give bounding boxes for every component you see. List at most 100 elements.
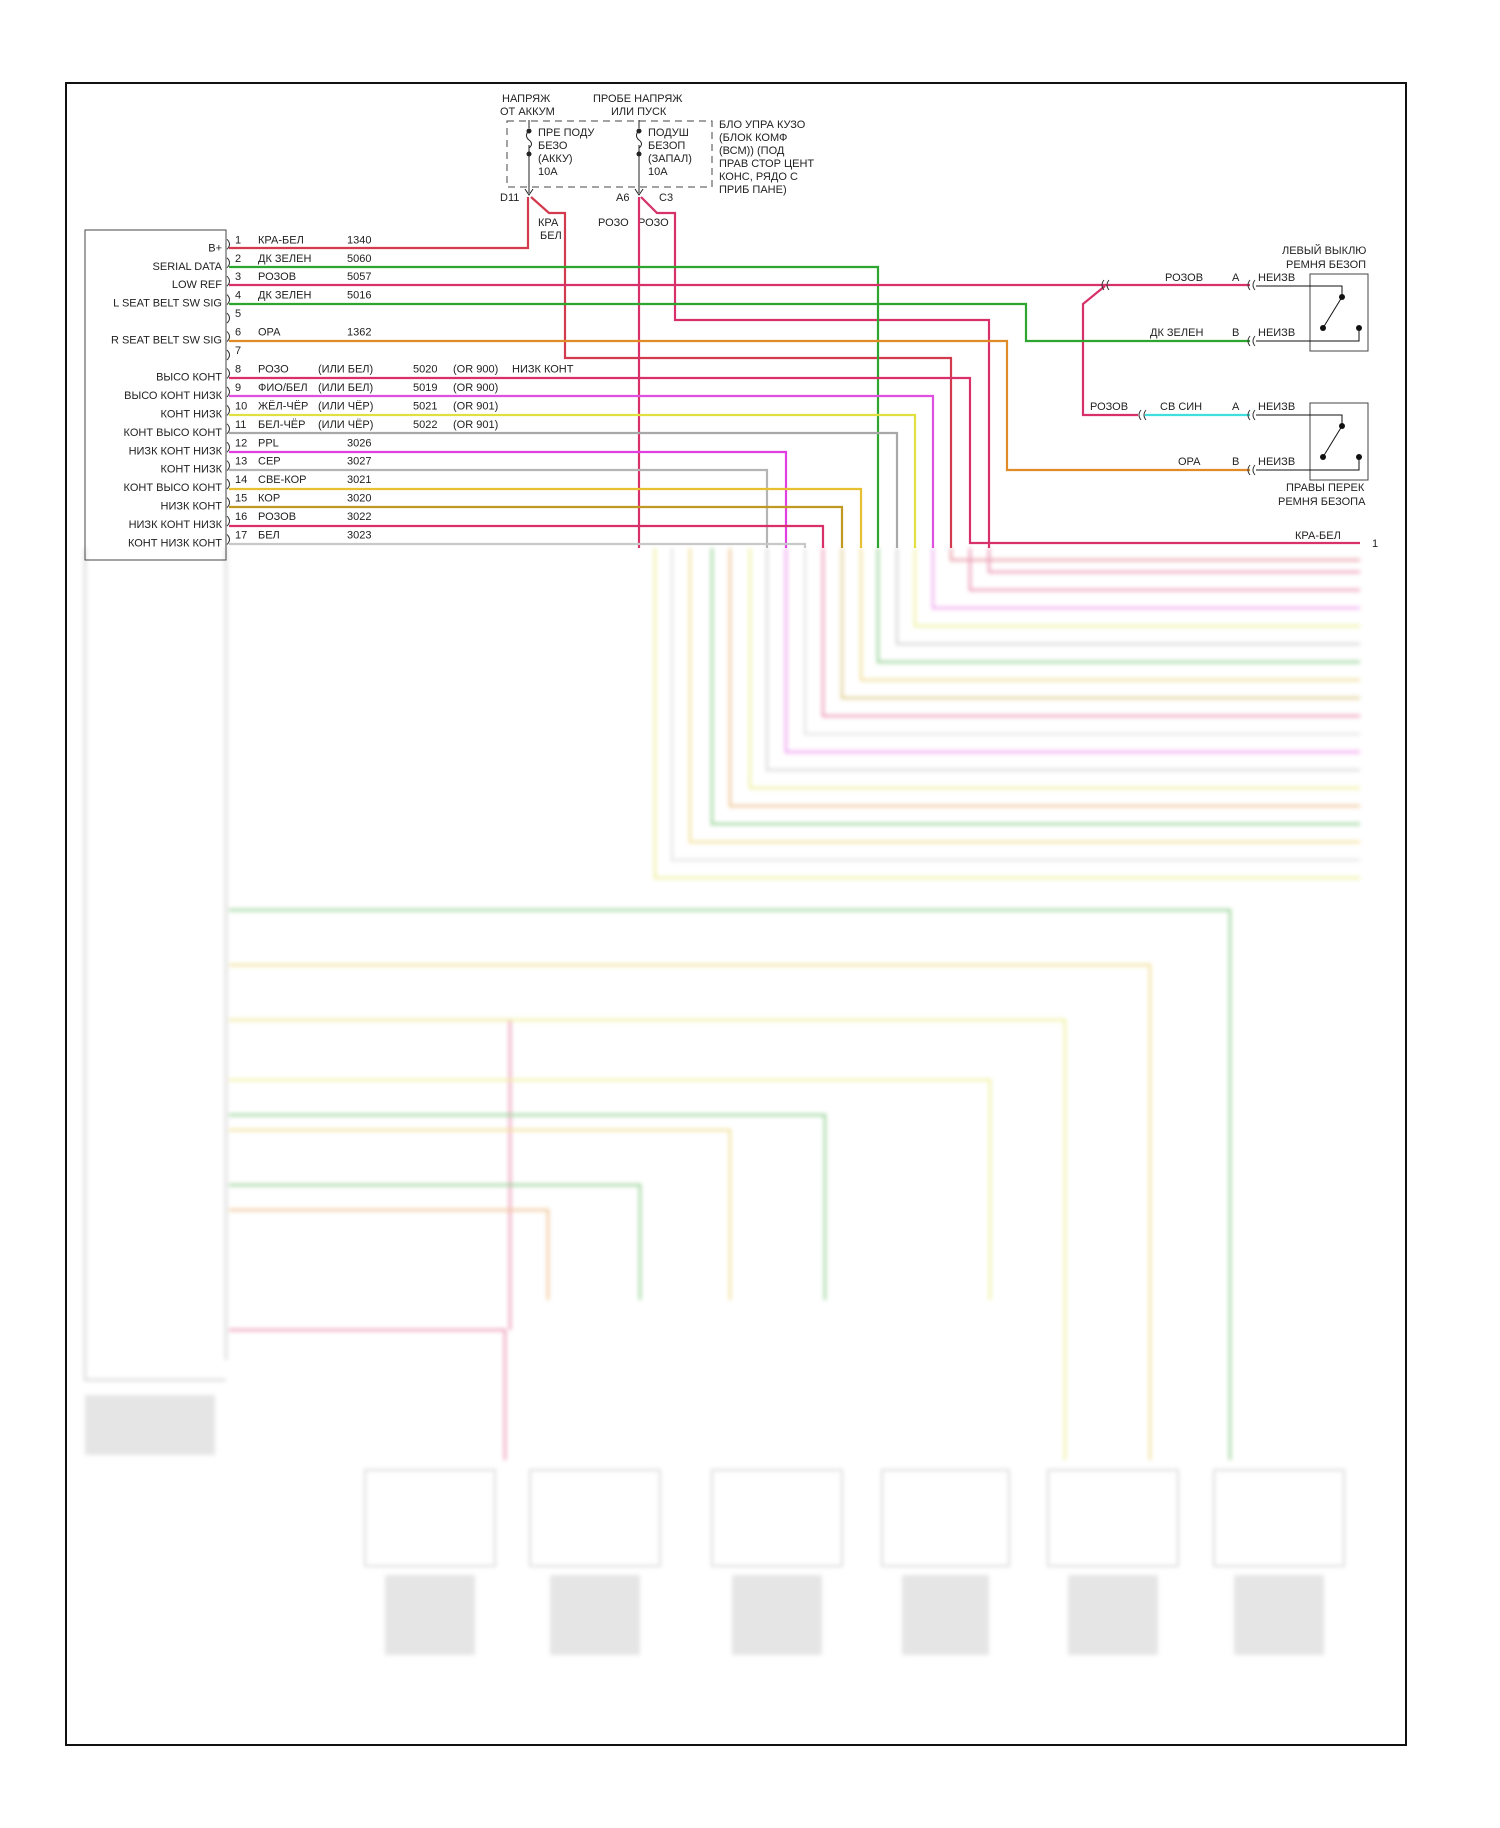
component-box — [529, 1469, 661, 1567]
circuit-number: 5022 — [413, 419, 437, 431]
fuse1-label: БЕЗО — [538, 140, 568, 152]
wire-continuation — [229, 1328, 507, 1460]
right-bus-label: КРА-БЕЛ — [1295, 530, 1341, 542]
circuit-number: 3026 — [347, 437, 371, 449]
ign-feed-label: ИЛИ ПУСК — [611, 106, 667, 118]
wire-color: КРА-БЕЛ — [258, 234, 304, 246]
wire-continuation — [895, 548, 1360, 646]
switch-title: РЕМНЯ БЕЗОП — [1286, 259, 1366, 271]
fuse2-label: (ЗАПАЛ) — [648, 153, 692, 165]
alt-circuit-number: (OR 901) — [453, 400, 498, 412]
alt-circuit-number: (OR 901) — [453, 419, 498, 431]
pin-letter: A — [1232, 401, 1240, 413]
circuit-number: 5057 — [347, 271, 371, 283]
switch-title: РЕМНЯ БЕЗОПА — [1278, 496, 1366, 508]
fuse1-icon — [526, 129, 532, 149]
batt-feed-label: ОТ АККУМ — [500, 106, 555, 118]
wire-color: КРА — [538, 217, 559, 229]
pin-function-label: ВЫСО КОНТ — [156, 371, 222, 383]
right-seat-belt-switch: РОЗОВ СВ СИН A НЕИЗВ ОРА B НЕИЗВ ПРАВЫ П… — [1090, 401, 1369, 508]
circuit-number: 5019 — [413, 382, 437, 394]
wire-color: ФИО/БЕЛ — [258, 382, 308, 394]
wire-pin3-branch — [1081, 285, 1138, 417]
wire-continuation — [670, 548, 1360, 862]
connector-terminal-icon — [226, 368, 230, 379]
circuit-number: 3020 — [347, 493, 371, 505]
wire-continuation — [229, 1078, 992, 1300]
top-wires — [229, 196, 1360, 548]
connector-terminal-icon — [226, 257, 230, 269]
switch-icon — [1256, 285, 1360, 342]
wire-continuation — [728, 548, 1360, 808]
wire-continuation — [229, 1113, 827, 1300]
fuse1-label: ПРЕ ПОДУ — [538, 127, 595, 139]
wire-pin10 — [229, 413, 917, 548]
wire-color: РОЗОВ — [1090, 401, 1128, 413]
pin-d11: D11 — [500, 192, 519, 204]
switch-box — [1309, 402, 1369, 481]
wire-continuation — [913, 548, 1360, 628]
connector-terminal-icon — [226, 515, 230, 527]
pin-number: 3 — [235, 271, 241, 283]
circuit-number: 5020 — [413, 363, 437, 375]
pin-c3: C3 — [659, 192, 673, 204]
connector-terminal-icon — [226, 460, 230, 472]
pin-number: 1 — [235, 234, 241, 246]
wire-color: ОРА — [258, 327, 281, 339]
circuit-number: 3027 — [347, 456, 371, 468]
pin-a6: A6 — [616, 192, 629, 204]
wire-continuation — [229, 908, 1232, 1460]
component-box — [1047, 1469, 1179, 1567]
component-box — [364, 1469, 496, 1567]
pin-number: 4 — [235, 290, 241, 302]
wire-continuation — [229, 1183, 642, 1300]
bcm-name: (БЛОК КОМФ — [719, 132, 787, 144]
wire-continuation — [229, 1208, 550, 1300]
batt-feed-label: НАПРЯЖ — [502, 93, 550, 105]
component-label-blur — [1234, 1575, 1324, 1655]
connector-label: НЕИЗВ — [1258, 401, 1295, 413]
wire-color: РОЗОВ — [258, 511, 296, 523]
wire-color: СВ СИН — [1160, 401, 1202, 413]
fuse1-rating: 10A — [538, 166, 558, 178]
wire-alt-color: (ИЛИ БЕЛ) — [318, 363, 373, 375]
fuse1-label: (АККУ) — [538, 153, 573, 165]
connector-terminal-icon — [226, 441, 230, 453]
pin-function-label: SERIAL DATA — [153, 261, 223, 273]
pin-function-label: КОНТ НИЗК КОНТ — [128, 538, 222, 550]
connector-terminal-icon — [226, 423, 230, 435]
connector-terminal-icon — [226, 404, 230, 416]
wire-pin9 — [229, 394, 935, 548]
pin-function-label: НИЗК КОНТ НИЗК — [129, 445, 223, 457]
connector-terminal-icon — [226, 534, 230, 545]
module-label-blur — [85, 1395, 215, 1455]
pin-number: 6 — [235, 327, 241, 339]
switch-box — [1309, 273, 1369, 352]
wire-continuation — [784, 548, 1360, 754]
pin-number: 14 — [235, 474, 247, 486]
circuit-number: 5060 — [347, 253, 371, 265]
circuit-number: 3022 — [347, 511, 371, 523]
bcm-name: (ВСМ)) (ПОД — [719, 145, 785, 157]
circuit-number: 5016 — [347, 290, 371, 302]
connector-terminal-icon — [226, 386, 230, 398]
connector-terminal-icon — [226, 497, 230, 508]
wire-continuation — [229, 1128, 732, 1300]
wire-color: КОР — [258, 493, 280, 505]
wire-color: ЖЁЛ-ЧЁР — [258, 400, 308, 412]
circuit-number: 3021 — [347, 474, 371, 486]
pin-function-label: B+ — [208, 242, 222, 254]
alt-circuit-number: (OR 900) — [453, 363, 498, 375]
left-seat-belt-switch: ЛЕВЫЙ ВЫКЛЮ РЕМНЯ БЕЗОП РОЗОВ A НЕИЗВ ДК… — [1101, 244, 1369, 352]
pin-function-label: LOW REF — [172, 279, 222, 291]
pin-number: 16 — [235, 511, 247, 523]
wire-d11-branch — [530, 196, 953, 548]
wire-continuation — [876, 548, 1360, 664]
wire-color: РОЗОВ — [1165, 272, 1203, 284]
pin-function-label: КОНТ ВЫСО КОНТ — [124, 427, 223, 439]
pin-letter: B — [1232, 327, 1239, 339]
wire-pin15 — [229, 505, 844, 548]
component-box — [881, 1469, 1010, 1567]
wire-continuation — [688, 548, 1360, 844]
